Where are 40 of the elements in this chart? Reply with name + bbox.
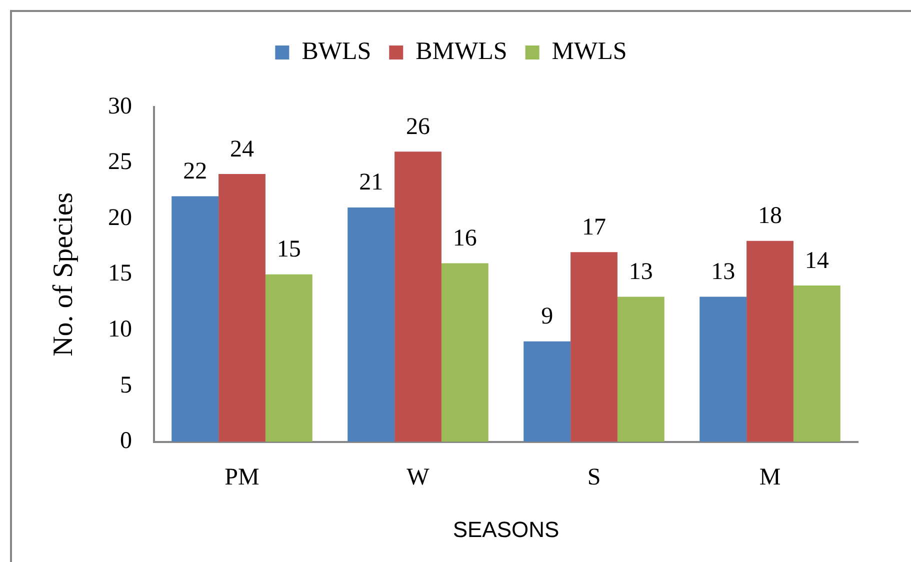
bar bbox=[793, 286, 840, 442]
legend-label: MWLS bbox=[552, 38, 627, 66]
legend-label: BWLS bbox=[302, 38, 372, 66]
data-label: 15 bbox=[276, 236, 301, 263]
x-tick-label: W bbox=[406, 464, 430, 490]
data-label: 21 bbox=[359, 170, 384, 196]
bar bbox=[348, 207, 395, 442]
bar bbox=[524, 341, 571, 442]
bar bbox=[172, 196, 219, 442]
data-label: 13 bbox=[628, 259, 653, 286]
y-tick-label: 5 bbox=[120, 372, 132, 398]
y-tick-label: 0 bbox=[120, 428, 132, 454]
x-tick-label: PM bbox=[224, 464, 260, 490]
legend-label: BMWLS bbox=[416, 38, 508, 66]
bar bbox=[218, 174, 266, 442]
bar bbox=[570, 252, 618, 442]
data-label: 18 bbox=[758, 203, 782, 230]
bar bbox=[394, 152, 442, 442]
y-tick-label: 30 bbox=[108, 93, 132, 120]
bar bbox=[265, 274, 312, 442]
data-label: 16 bbox=[452, 226, 477, 252]
data-label: 14 bbox=[804, 248, 829, 274]
data-label: 26 bbox=[406, 114, 430, 140]
bar bbox=[746, 240, 794, 442]
y-axis-title: No. of Species bbox=[48, 192, 80, 356]
y-tick-label: 20 bbox=[108, 204, 132, 231]
data-label: 9 bbox=[541, 304, 554, 330]
x-tick-label: S bbox=[587, 464, 601, 490]
y-tick-label: 15 bbox=[108, 260, 132, 287]
data-label: 13 bbox=[711, 259, 736, 286]
data-label: 17 bbox=[582, 214, 606, 240]
y-tick-label: 25 bbox=[108, 149, 132, 176]
x-axis-title: SEASONS bbox=[452, 516, 560, 542]
x-tick-label: M bbox=[759, 464, 781, 490]
bar bbox=[617, 296, 664, 442]
data-label: 22 bbox=[183, 158, 208, 185]
bar bbox=[700, 296, 747, 442]
y-tick-label: 10 bbox=[108, 316, 132, 342]
bar bbox=[441, 263, 488, 442]
data-label: 24 bbox=[230, 136, 254, 162]
